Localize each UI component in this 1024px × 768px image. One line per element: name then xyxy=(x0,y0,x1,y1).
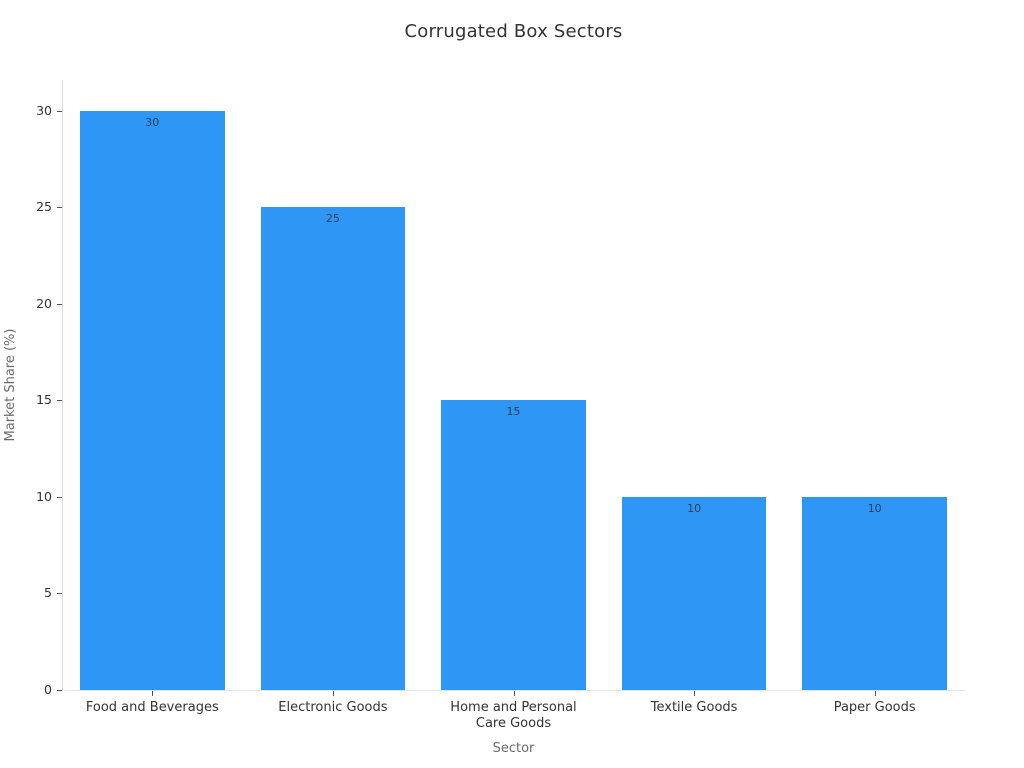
bar-electronic-goods xyxy=(260,207,406,690)
y-tick xyxy=(57,593,62,595)
x-tick-label: Food and Beverages xyxy=(85,700,219,715)
y-tick-label: 30 xyxy=(36,102,52,118)
x-tick-label: Textile Goods xyxy=(650,700,738,715)
y-tick xyxy=(57,207,62,209)
bar-value-label: 30 xyxy=(145,115,160,129)
x-tick xyxy=(694,691,696,696)
bar-home-and-personal-care-goods xyxy=(441,400,586,690)
x-tick xyxy=(874,691,876,696)
x-tick xyxy=(332,691,334,696)
y-tick-label: 5 xyxy=(44,585,52,601)
bar-textile-goods xyxy=(621,496,767,690)
bar-food-and-beverages xyxy=(80,110,225,690)
y-tick xyxy=(57,496,62,498)
x-axis-line xyxy=(62,690,965,691)
y-tick-label: 10 xyxy=(36,488,52,504)
y-tick xyxy=(57,303,62,305)
y-tick-label: 15 xyxy=(36,392,52,408)
chart-title: Corrugated Box Sectors xyxy=(404,21,623,42)
x-tick-label: Electronic Goods xyxy=(278,700,388,715)
bar-value-label: 25 xyxy=(325,212,340,226)
bar-value-label: 10 xyxy=(687,501,702,515)
x-tick xyxy=(152,691,154,696)
y-tick-label: 25 xyxy=(36,199,52,215)
x-tick-label: Paper Goods xyxy=(833,700,916,715)
x-tick xyxy=(513,691,515,696)
y-tick-label: 0 xyxy=(44,682,52,697)
x-tick-label: Home and Personal Care Goods xyxy=(450,700,577,731)
y-tick xyxy=(57,110,62,112)
y-tick xyxy=(57,690,62,691)
y-tick-label: 20 xyxy=(36,295,52,311)
y-axis-line xyxy=(62,80,63,691)
y-tick xyxy=(57,400,62,402)
bar-value-label: 10 xyxy=(867,501,882,515)
bar-value-label: 15 xyxy=(506,405,521,419)
x-axis-title: Sector xyxy=(492,741,535,756)
bar-paper-goods xyxy=(802,496,947,690)
